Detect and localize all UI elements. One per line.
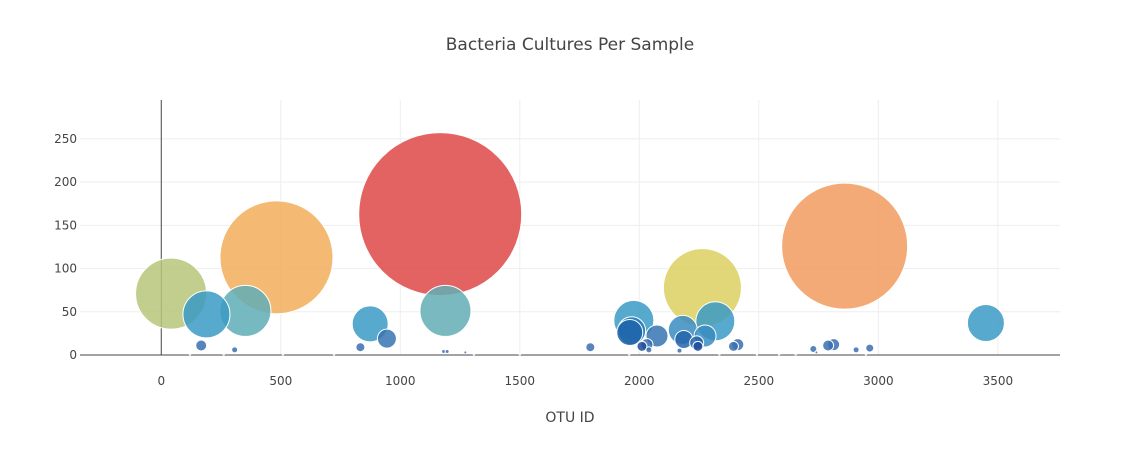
bubble-point[interactable] xyxy=(864,352,868,356)
bubble-point[interactable] xyxy=(692,340,704,352)
axis-layer: 0 500 1000 1500 2000 2500 3000 3500 0 50 100 150 200… xyxy=(54,100,1060,388)
x-tick-label: 0 xyxy=(157,374,165,388)
bubble-point[interactable] xyxy=(585,342,596,353)
bubble-point[interactable] xyxy=(645,346,653,354)
bubble-point[interactable] xyxy=(472,352,476,356)
x-tick-label: 1000 xyxy=(385,374,416,388)
bubble-point[interactable] xyxy=(852,346,860,354)
y-tick-label: 150 xyxy=(54,218,77,232)
x-tick-label: 500 xyxy=(269,374,292,388)
y-tick-label: 250 xyxy=(54,132,77,146)
x-tick-label: 2500 xyxy=(744,374,775,388)
bubble-point[interactable] xyxy=(814,350,819,355)
bubble-point[interactable] xyxy=(777,352,781,356)
bubble-point[interactable] xyxy=(781,182,909,310)
x-axis-title: OTU ID xyxy=(545,410,594,426)
bubble-point[interactable] xyxy=(222,352,225,356)
bubble-point[interactable] xyxy=(358,132,523,297)
bubble-point[interactable] xyxy=(188,352,192,356)
bubble-point[interactable] xyxy=(463,350,468,355)
bubbles-layer[interactable] xyxy=(135,132,1005,356)
bubble-point[interactable] xyxy=(376,328,397,349)
y-tick-label: 200 xyxy=(54,175,77,189)
bubble-point[interactable] xyxy=(822,339,835,352)
x-tick-label: 2000 xyxy=(624,374,655,388)
y-tick-label: 100 xyxy=(54,262,77,276)
bubble-point[interactable] xyxy=(444,349,450,355)
bubble-point[interactable] xyxy=(755,352,759,356)
bubble-point[interactable] xyxy=(809,344,818,353)
bubble-point[interactable] xyxy=(518,352,522,356)
bubble-point[interactable] xyxy=(281,352,285,356)
bubble-point[interactable] xyxy=(231,346,239,354)
bubble-point[interactable] xyxy=(676,347,683,354)
bubble-point[interactable] xyxy=(182,290,231,339)
bubble-point[interactable] xyxy=(332,352,336,356)
bubble-point[interactable] xyxy=(794,352,797,356)
y-tick-label: 50 xyxy=(62,305,77,319)
x-tick-label: 3500 xyxy=(983,374,1014,388)
bubble-point[interactable] xyxy=(718,352,721,356)
bubble-point[interactable] xyxy=(616,319,644,347)
bubble-point[interactable] xyxy=(419,284,472,337)
bubble-point[interactable] xyxy=(966,304,1005,343)
bubble-point[interactable] xyxy=(195,339,208,352)
bubble-point[interactable] xyxy=(636,340,648,352)
x-tick-label: 1500 xyxy=(505,374,536,388)
bubble-point[interactable] xyxy=(727,340,739,352)
bubble-point[interactable] xyxy=(355,342,366,353)
y-tick-label: 0 xyxy=(69,348,77,362)
chart-title: Bacteria Cultures Per Sample xyxy=(446,35,694,55)
bubble-point[interactable] xyxy=(865,343,875,353)
bubble-point[interactable] xyxy=(627,352,631,356)
x-tick-label: 3000 xyxy=(863,374,894,388)
